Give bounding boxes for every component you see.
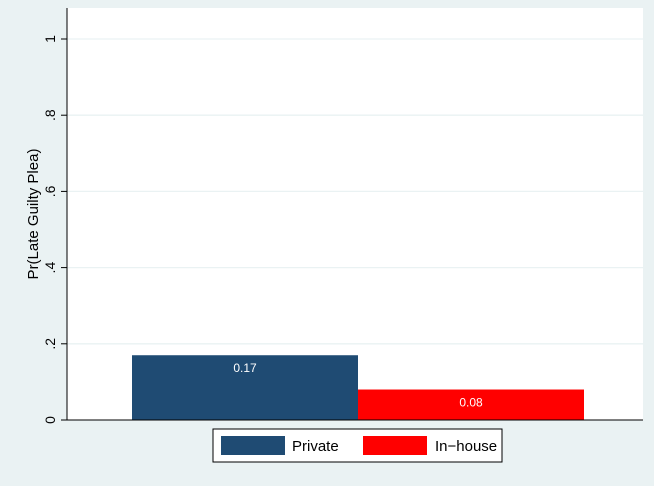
legend-label: Private	[292, 438, 339, 455]
y-tick-label: 1	[42, 35, 58, 43]
data-label: 0.08	[459, 396, 483, 410]
data-label: 0.17	[233, 361, 257, 375]
y-axis: 0 .2 .4 .6 .8 1	[42, 8, 643, 424]
bars: 0.17 0.08	[132, 355, 584, 420]
y-tick-label: .8	[42, 109, 58, 121]
gridlines	[67, 38, 643, 345]
legend-key	[221, 436, 285, 455]
legend-key	[363, 436, 427, 455]
bar-private	[132, 355, 358, 420]
y-tick-label: .6	[42, 185, 58, 197]
legend-label: In−house	[435, 438, 497, 455]
plot-area	[67, 8, 643, 420]
y-tick-label: .2	[42, 338, 58, 350]
y-tick-label: 0	[42, 416, 58, 424]
y-tick-label: .4	[42, 262, 58, 274]
y-axis-label: Pr(Late Guilty Plea)	[25, 149, 42, 280]
legend-box	[212, 428, 503, 463]
bar-in-house	[358, 389, 584, 420]
legend: Private In−house	[212, 428, 503, 463]
